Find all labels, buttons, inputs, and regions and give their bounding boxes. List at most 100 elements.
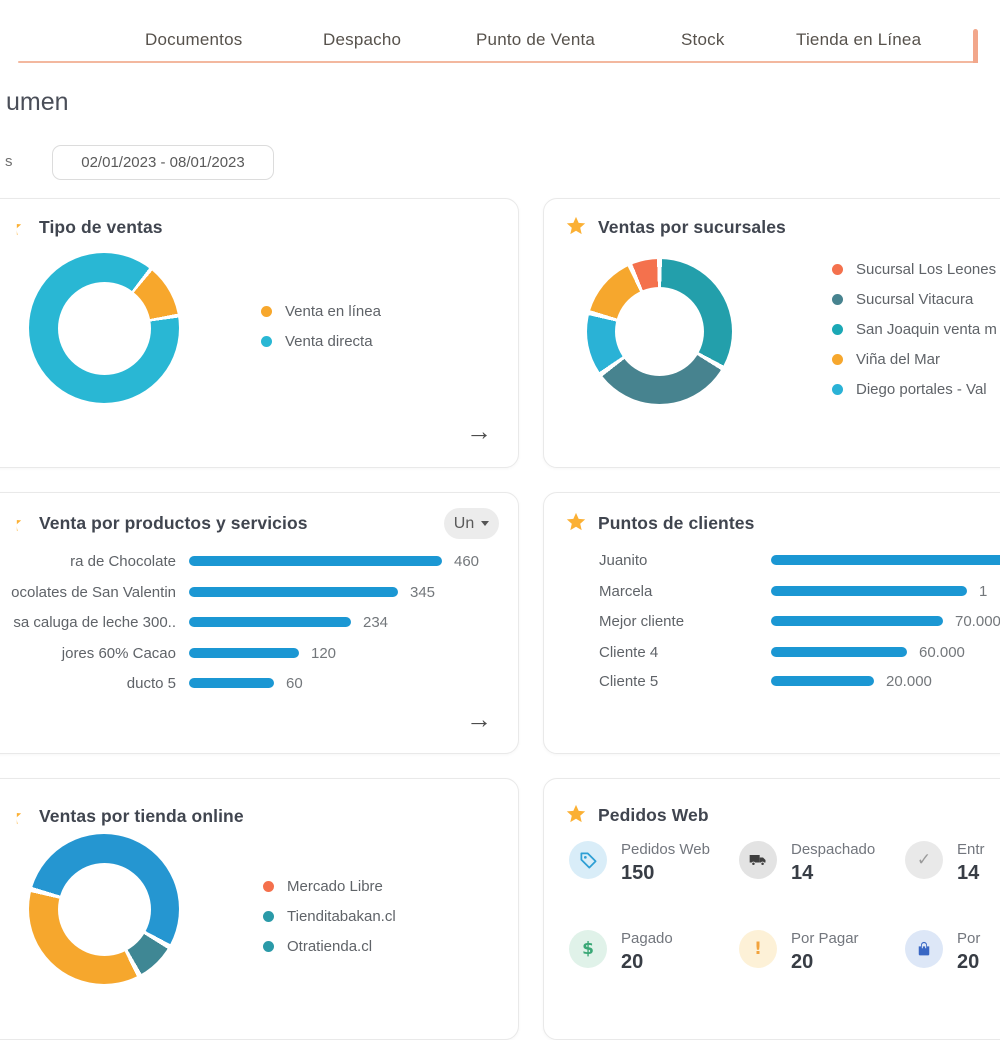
bar[interactable] (771, 616, 943, 626)
nav-item-punto-de-venta[interactable]: Punto de Venta (476, 30, 596, 49)
stat-pagado: $ Pagado 20 (569, 930, 729, 978)
card-title: Ventas por tienda online (39, 806, 244, 826)
bar-label: sa caluga de leche 300.. (13, 614, 176, 631)
card-pedidos-web: Pedidos Web Pedidos Web 150 Despachado 1… (543, 778, 1000, 1040)
bar-value: 460 (454, 553, 480, 570)
bar[interactable] (189, 648, 299, 658)
legend-label: Diego portales - Val (856, 380, 987, 398)
unit-dropdown-value: Un (453, 514, 475, 532)
star-icon[interactable] (565, 215, 587, 237)
bar-value: 60 (286, 675, 303, 692)
unit-dropdown[interactable]: Un (444, 508, 499, 539)
star-icon[interactable] (1, 216, 23, 238)
legend-item: Sucursal Los Leones (832, 254, 997, 284)
donut-chart-tienda-online[interactable] (29, 834, 179, 984)
tag-icon (569, 841, 607, 879)
card-title: Ventas por sucursales (598, 217, 786, 237)
bar-value: 20.000 (886, 673, 932, 690)
card-tipo-de-ventas: Tipo de ventas Venta en línea Venta dire… (0, 198, 519, 468)
bar-value: 345 (410, 584, 436, 601)
dollar-icon: $ (569, 930, 607, 968)
star-icon[interactable] (565, 511, 587, 533)
legend-item: Viña del Mar (832, 344, 997, 374)
bar[interactable] (771, 676, 874, 686)
nav-item-documentos[interactable]: Documentos (145, 30, 243, 49)
chevron-down-icon (481, 521, 490, 526)
card-venta-por-productos: Venta por productos y servicios Un ra de… (0, 492, 519, 754)
star-icon[interactable] (1, 805, 23, 827)
legend-label: Venta en línea (285, 302, 381, 320)
bar[interactable] (771, 586, 967, 596)
nav-item-stock[interactable]: Stock (681, 30, 725, 49)
stat-value: 14 (957, 862, 980, 884)
stat-entregado: ✓ Entr 14 (905, 841, 1000, 889)
legend-dot (832, 383, 843, 395)
date-filter-label: s (5, 153, 13, 170)
bar-value: 234 (363, 614, 389, 631)
bar[interactable] (771, 555, 1000, 565)
nav-item-despacho[interactable]: Despacho (323, 30, 402, 49)
bar-label: Mejor cliente (599, 613, 685, 630)
legend-label: San Joaquin venta m (856, 320, 997, 338)
legend-dot (832, 293, 843, 305)
stat-despachado: Despachado 14 (739, 841, 899, 889)
card-title: Tipo de ventas (39, 217, 163, 237)
bar-row: ocolates de San Valentin 345 (0, 582, 518, 602)
legend-label: Otratienda.cl (287, 937, 373, 955)
stat-label: Entr (957, 841, 985, 858)
bar-label: ducto 5 (126, 675, 176, 692)
stat-value: 14 (791, 862, 814, 884)
date-range-picker[interactable]: 02/01/2023 - 08/01/2023 (52, 145, 274, 180)
card-ventas-por-tienda-online: Ventas por tienda online Mercado Libre T… (0, 778, 519, 1040)
legend-item: Mercado Libre (263, 871, 396, 901)
card-puntos-de-clientes: Puntos de clientes Juanito Marcela 1 Mej… (543, 492, 1000, 754)
bar-label: ocolates de San Valentin (11, 584, 176, 601)
stat-label: Por (957, 930, 981, 947)
legend: Venta en línea Venta directa (261, 296, 381, 356)
bar-label: ra de Chocolate (70, 553, 176, 570)
bar-label: Cliente 5 (599, 673, 659, 690)
bar[interactable] (189, 556, 442, 566)
stat-value: 20 (791, 951, 814, 973)
bar-row: Cliente 5 20.000 (544, 671, 1000, 691)
expand-arrow-button[interactable]: → (466, 416, 492, 446)
legend-dot (261, 335, 272, 347)
bar-row: Juanito (544, 550, 1000, 570)
bar-row: ducto 5 60 (0, 673, 518, 693)
legend-dot (263, 940, 274, 952)
bar[interactable] (189, 617, 351, 627)
stat-value: 20 (957, 951, 980, 973)
bar-label: Juanito (599, 552, 648, 569)
legend-label: Venta directa (285, 332, 373, 350)
legend-label: Sucursal Vitacura (856, 290, 974, 308)
legend-label: Viña del Mar (856, 350, 940, 368)
stat-label: Pedidos Web (621, 841, 710, 858)
bar[interactable] (189, 587, 398, 597)
legend-item: Otratienda.cl (263, 931, 396, 961)
expand-arrow-button[interactable]: → (466, 704, 492, 734)
bar[interactable] (771, 647, 907, 657)
bar[interactable] (189, 678, 274, 688)
card-title: Venta por productos y servicios (39, 513, 308, 533)
bar-row: Cliente 4 60.000 (544, 642, 1000, 662)
bar-value: 1 (979, 583, 988, 600)
legend-dot (263, 880, 274, 892)
legend-item: San Joaquin venta m (832, 314, 997, 344)
card-title: Pedidos Web (598, 805, 709, 825)
legend: Sucursal Los Leones Sucursal Vitacura Sa… (832, 254, 997, 404)
card-ventas-por-sucursales: Ventas por sucursales Sucursal Los Leone… (543, 198, 1000, 468)
bar-label: Cliente 4 (599, 644, 659, 661)
legend: Mercado Libre Tienditabakan.cl Otratiend… (263, 871, 396, 961)
star-icon[interactable] (1, 512, 23, 534)
legend-item: Diego portales - Val (832, 374, 997, 404)
legend-dot (832, 323, 843, 335)
star-icon[interactable] (565, 803, 587, 825)
bar-value: 70.000 (955, 613, 1000, 630)
card-title: Puntos de clientes (598, 513, 755, 533)
bag-icon (905, 930, 943, 968)
stat-por-pagar: ! Por Pagar 20 (739, 930, 899, 978)
nav-item-tienda-en-linea[interactable]: Tienda en Línea (796, 30, 922, 49)
legend-item: Sucursal Vitacura (832, 284, 997, 314)
donut-chart-tipo-de-ventas[interactable] (29, 253, 179, 403)
donut-chart-sucursales[interactable] (587, 259, 732, 404)
